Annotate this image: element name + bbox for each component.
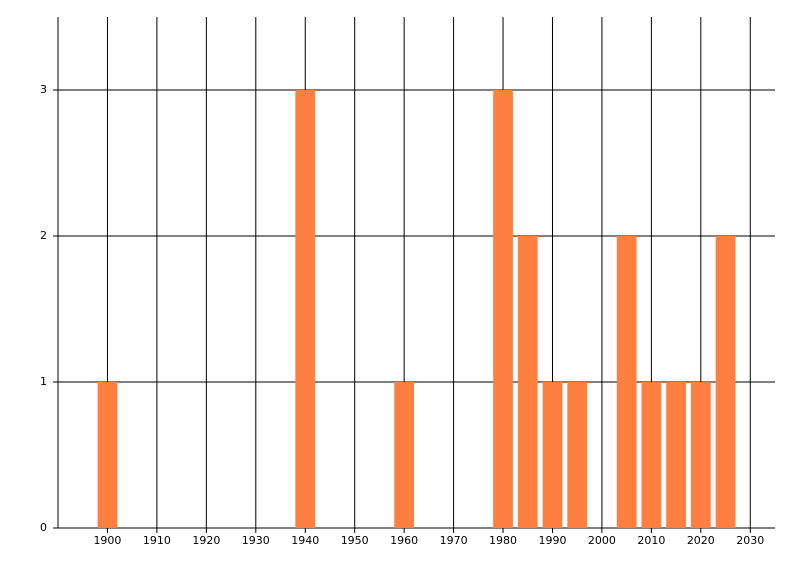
x-tick-label: 1960 — [390, 534, 418, 547]
x-tick-label: 2030 — [736, 534, 764, 547]
bar — [567, 382, 588, 528]
x-tick-label: 2020 — [687, 534, 715, 547]
x-tick-label: 1950 — [341, 534, 369, 547]
x-tick-label: 1930 — [242, 534, 270, 547]
x-tick-label: 2010 — [637, 534, 665, 547]
bar — [715, 236, 736, 528]
bar — [517, 236, 538, 528]
y-tick-label: 2 — [40, 229, 47, 242]
bar — [295, 90, 316, 528]
y-tick-label: 3 — [40, 83, 47, 96]
x-tick-label: 1920 — [192, 534, 220, 547]
bar — [666, 382, 686, 528]
bar — [542, 382, 563, 528]
x-tick-label: 1980 — [489, 534, 517, 547]
bar — [641, 382, 662, 528]
x-tick-label: 1990 — [538, 534, 566, 547]
x-tick-label: 1970 — [440, 534, 468, 547]
x-tick-label: 1940 — [291, 534, 319, 547]
y-tick-label: 1 — [40, 375, 47, 388]
x-tick-label: 2000 — [588, 534, 616, 547]
y-tick-label: 0 — [40, 521, 47, 534]
bar — [97, 382, 118, 528]
bar — [616, 236, 637, 528]
bar — [690, 382, 711, 528]
bar — [493, 90, 513, 528]
bar — [394, 382, 415, 528]
x-tick-label: 1910 — [143, 534, 171, 547]
x-tick-label: 1900 — [93, 534, 121, 547]
